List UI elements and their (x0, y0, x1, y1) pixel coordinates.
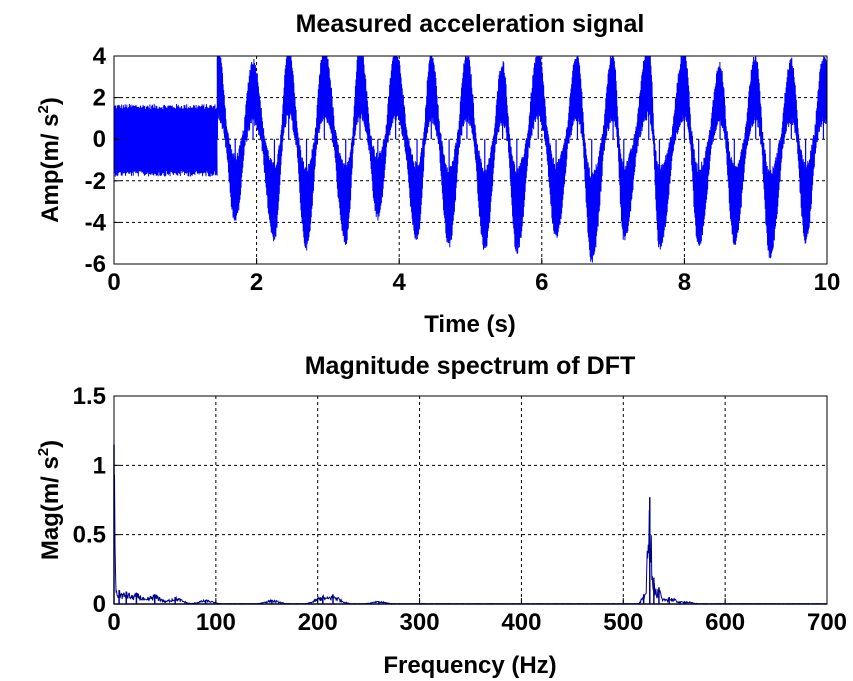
chart-2-x-axis-label: Frequency (Hz) (383, 652, 556, 679)
chart-2-x-tick-label: 700 (807, 609, 847, 636)
chart-1-y-tick-label: -2 (85, 168, 106, 195)
chart-1-signal-oscillating-segment (216, 55, 828, 263)
chart-1-y-tick-label: 2 (93, 85, 106, 112)
chart-2-y-tick-label: 1.5 (73, 383, 106, 410)
chart-2-title: Magnitude spectrum of DFT (305, 352, 636, 380)
chart-2-x-tick-label: 200 (298, 609, 338, 636)
chart-2-spectrum-series (113, 444, 828, 605)
chart-1-signal-steady-segment (113, 103, 218, 177)
chart-1-x-tick-label: 4 (393, 269, 407, 296)
chart-2-y-tick-label: 0.5 (73, 522, 106, 549)
chart-1-y-axis-label: Amp(m/ s2) (35, 97, 64, 223)
chart-2-x-tick-label: 100 (196, 609, 236, 636)
chart-1-x-tick-label: 6 (535, 269, 548, 296)
chart-1-y-tick-label: 0 (93, 126, 106, 153)
chart-2-x-tick-label: 400 (501, 609, 541, 636)
chart-1-y-tick-label: -4 (85, 209, 107, 236)
chart-1-x-tick-label: 2 (250, 269, 263, 296)
chart-1-y-tick-label: -6 (85, 251, 106, 278)
chart-1-x-tick-label: 10 (814, 269, 841, 296)
chart-1-y-tick-label: 4 (93, 43, 107, 70)
chart-2-x-tick-label: 0 (107, 609, 120, 636)
chart-2-y-ticks: 0 0.5 1 1.5 (73, 383, 120, 618)
chart-2-x-ticks: 0 100 200 300 400 500 600 700 (107, 598, 847, 636)
chart-2-x-tick-label: 600 (705, 609, 745, 636)
chart-2-y-axis-label: Mag(m/ s2) (35, 440, 64, 560)
chart-1-x-tick-label: 0 (107, 269, 120, 296)
chart-1-axes-box (113, 55, 828, 265)
chart-2-spectrum-line (113, 474, 828, 605)
chart-1-x-tick-label: 8 (678, 269, 691, 296)
chart-1-x-ticks: 0 2 4 6 8 10 (107, 258, 840, 296)
chart-2-x-tick-label: 300 (400, 609, 440, 636)
chart-2-axes-box (113, 395, 828, 605)
chart-1-x-axis-label: Time (s) (424, 311, 516, 338)
chart-1-signal-series (113, 55, 828, 263)
chart-2-y-tick-label: 1 (93, 452, 106, 479)
chart-spectrum: Magnitude spectrum of DFT 0 100 200 300 400 5… (35, 352, 847, 679)
chart-2-grid (114, 396, 827, 604)
chart-2-x-tick-label: 500 (603, 609, 643, 636)
chart-time-signal: Measured acceleration signal 0 2 4 6 8 10 -6-… (35, 10, 840, 338)
chart-1-title: Measured acceleration signal (296, 10, 645, 38)
chart-2-y-tick-label: 0 (93, 591, 106, 618)
chart-1-y-ticks: -6 -4 -2 0 2 4 (85, 43, 120, 278)
